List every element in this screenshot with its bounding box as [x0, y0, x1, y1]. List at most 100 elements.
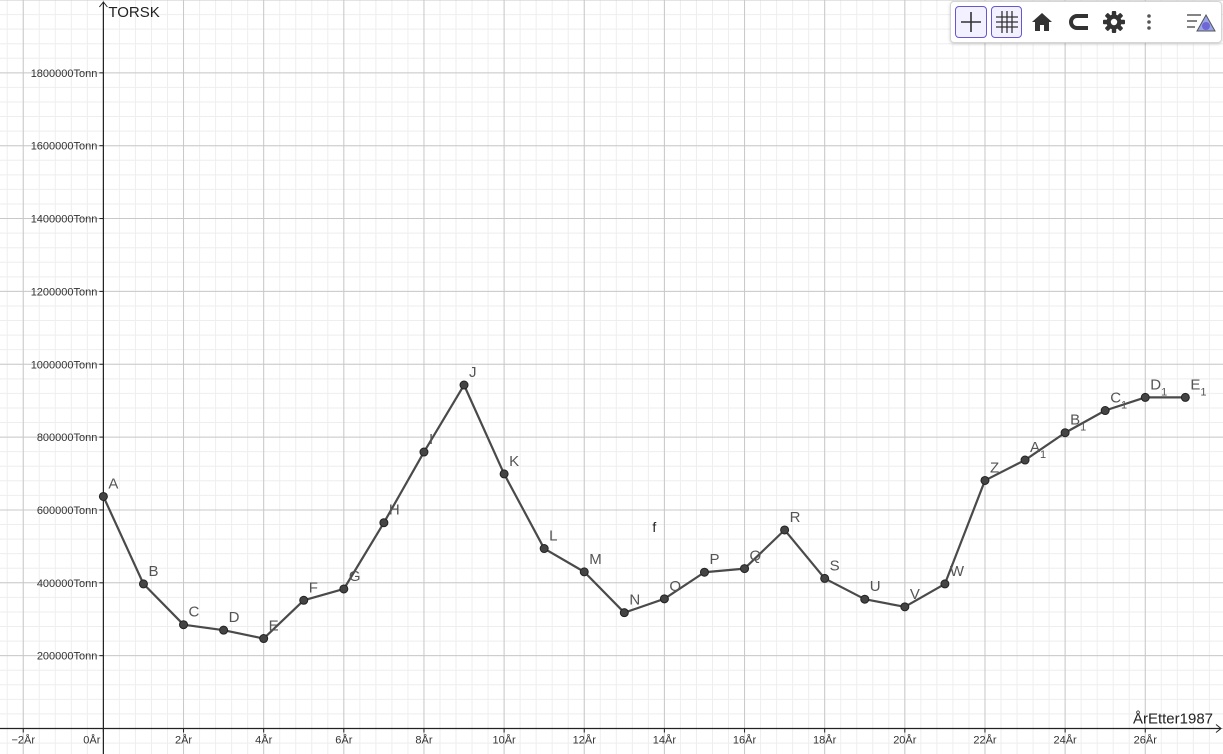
data-point[interactable]	[659, 594, 669, 604]
x-axis-arrow	[1215, 724, 1222, 733]
data-point[interactable]	[459, 380, 469, 390]
point-label: Z	[990, 459, 999, 476]
data-point[interactable]	[1060, 428, 1070, 438]
data-point[interactable]	[1020, 455, 1030, 465]
point-label: F	[309, 579, 318, 596]
data-point[interactable]	[1100, 406, 1110, 416]
data-point[interactable]	[299, 595, 309, 605]
y-tick-label: 400000Tonn	[37, 578, 98, 590]
data-point[interactable]	[820, 573, 830, 583]
x-tick-label: 12År	[573, 734, 597, 747]
home-icon	[1032, 13, 1053, 31]
x-tick-label: 4År	[255, 734, 272, 747]
point-label: L	[549, 528, 557, 545]
x-tick-label: 14År	[653, 734, 677, 747]
data-point[interactable]	[940, 579, 950, 589]
data-point[interactable]	[419, 447, 429, 457]
x-tick-label: 22År	[973, 734, 997, 747]
point-label: C	[189, 604, 200, 621]
point-label: P	[709, 551, 719, 568]
y-tick-label: 1400000Tonn	[31, 214, 98, 226]
function-label[interactable]: f	[652, 519, 656, 535]
x-tick-label: −2År	[11, 734, 35, 747]
data-point[interactable]	[219, 625, 229, 635]
point-label: M	[589, 551, 602, 568]
data-point[interactable]	[740, 564, 750, 574]
grid-icon	[995, 11, 1018, 33]
axes-icon	[960, 12, 981, 32]
algebra-view-button[interactable]	[1185, 6, 1217, 38]
y-tick-label: 1600000Tonn	[31, 141, 98, 153]
data-point[interactable]	[499, 469, 509, 479]
y-tick-label: 1800000Tonn	[31, 68, 98, 80]
point-label: B	[148, 563, 158, 580]
data-point[interactable]	[259, 634, 269, 644]
series-line-f[interactable]	[102, 383, 1186, 640]
point-label: J	[469, 364, 477, 381]
x-tick-label: 10År	[492, 734, 516, 747]
gear-icon	[1102, 11, 1125, 33]
x-tick-label: 18År	[813, 734, 837, 747]
x-tick-label: 20År	[893, 734, 917, 747]
data-point[interactable]	[900, 602, 910, 612]
grid-toggle-button[interactable]	[990, 6, 1023, 38]
point-label: O	[669, 578, 681, 595]
point-label: Q	[750, 548, 762, 565]
data-point[interactable]	[980, 475, 990, 485]
more-vertical-icon	[1147, 14, 1152, 30]
data-point[interactable]	[379, 518, 389, 528]
y-tick-label: 800000Tonn	[37, 432, 98, 444]
y-tick-label: 200000Tonn	[37, 651, 98, 663]
data-point[interactable]	[860, 594, 870, 604]
y-tick-label: 1000000Tonn	[31, 359, 98, 371]
data-point[interactable]	[339, 584, 349, 594]
point-label: G	[349, 568, 361, 585]
home-button[interactable]	[1026, 6, 1058, 38]
data-point[interactable]	[138, 579, 148, 589]
point-label: H	[389, 502, 400, 519]
x-axis-tick-labels: −2År 0År 2År 4År 6År 8År 10År 12År 14År 16År 18År 2…	[11, 728, 1158, 747]
point-label: E	[269, 618, 279, 635]
y-axis-arrow	[98, 1, 108, 8]
data-point[interactable]	[619, 608, 629, 618]
point-label: K	[509, 453, 519, 470]
point-label: A1	[1030, 439, 1046, 461]
x-tick-label: 8År	[415, 734, 432, 747]
y-tick-label: 600000Tonn	[37, 505, 98, 517]
x-tick-label: 16År	[733, 734, 757, 747]
point-label: R	[790, 509, 801, 526]
point-label: W	[950, 563, 965, 580]
x-axis-title: ÅrEtter1987	[1133, 711, 1213, 728]
data-point[interactable]	[579, 567, 589, 577]
point-label: B1	[1070, 412, 1086, 434]
x-tick-label: 26År	[1134, 734, 1158, 747]
algebra-view-icon	[1187, 13, 1216, 32]
axes-toggle-button[interactable]	[955, 6, 987, 38]
data-point[interactable]	[780, 525, 790, 535]
magnet-button[interactable]	[1062, 6, 1094, 38]
data-point[interactable]	[179, 620, 189, 630]
data-point[interactable]	[1180, 392, 1190, 402]
graphics-toolbar	[950, 1, 1222, 43]
point-label: E1	[1190, 376, 1206, 398]
point-label: V	[910, 586, 920, 603]
point-label: N	[629, 592, 640, 609]
data-point[interactable]	[98, 491, 108, 501]
y-tick-label: 1200000Tonn	[31, 286, 98, 298]
data-point[interactable]	[699, 567, 709, 577]
data-point[interactable]	[1140, 392, 1150, 402]
data-point[interactable]	[539, 544, 549, 554]
magnet-icon	[1069, 14, 1089, 30]
point-label: U	[870, 578, 881, 595]
y-axis-tick-labels: 200000Tonn 400000Tonn 600000Tonn 800000Tonn…	[31, 68, 104, 663]
point-label: A	[108, 475, 118, 492]
point-label: I	[429, 431, 433, 448]
x-tick-label: 24År	[1053, 734, 1077, 747]
settings-button[interactable]	[1098, 6, 1130, 38]
x-tick-label: 2År	[175, 734, 192, 747]
more-button[interactable]	[1134, 6, 1166, 38]
